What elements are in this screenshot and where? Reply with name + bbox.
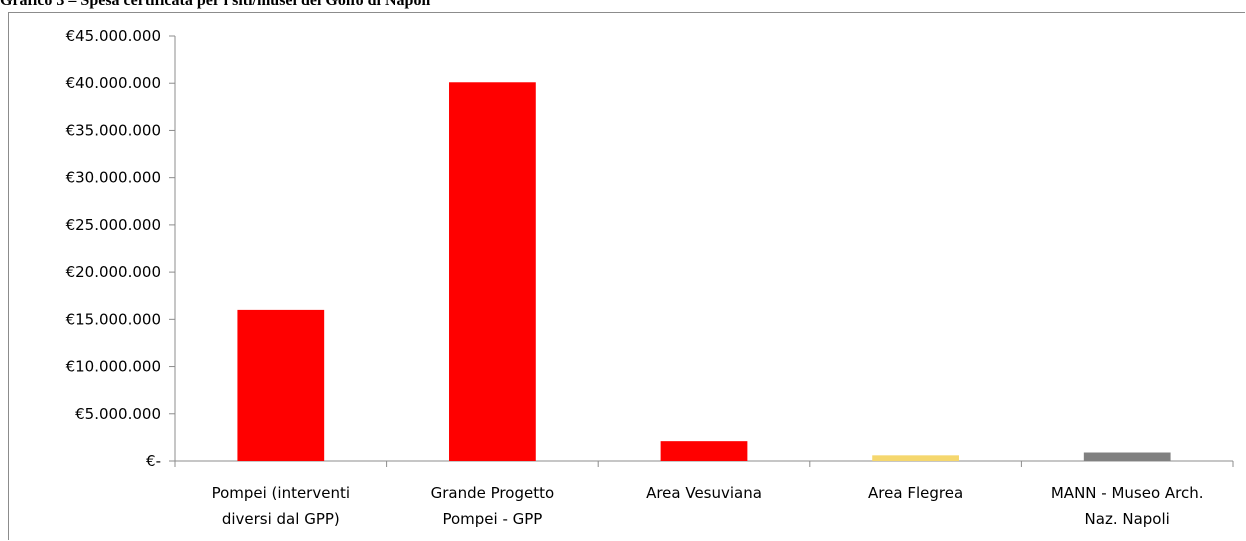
x-category-label-line: Area Flegrea <box>868 484 963 502</box>
y-tick-label: €35.000.000 <box>66 121 161 139</box>
bar <box>872 455 959 461</box>
y-tick-label: €- <box>146 452 161 470</box>
x-category-label-line: MANN - Museo Arch. <box>1051 484 1204 502</box>
chart-title: Grafico 3 – Spesa certificata per i siti… <box>0 0 431 9</box>
y-tick-label: €15.000.000 <box>66 310 161 328</box>
y-tick-label: €20.000.000 <box>66 263 161 281</box>
y-tick-label: €45.000.000 <box>66 27 161 45</box>
x-category-label-line: Naz. Napoli <box>1085 510 1170 528</box>
chart-frame <box>8 12 1245 540</box>
y-tick-label: €10.000.000 <box>66 358 161 376</box>
x-category-label-line: diversi dal GPP) <box>222 510 340 528</box>
x-category-label: Grande Progetto Pompei - GPP <box>431 484 555 528</box>
x-category-label: Pompei (interventi diversi dal GPP) <box>212 484 350 528</box>
bar <box>1083 452 1171 461</box>
y-tick-label: €5.000.000 <box>75 405 161 423</box>
x-category-label-line: Area Vesuviana <box>646 484 762 502</box>
x-category-label: Area Vesuviana <box>646 484 762 502</box>
bar <box>237 309 325 461</box>
x-category-label-line: Pompei (interventi <box>212 484 350 502</box>
x-category-label: MANN - Museo Arch. Naz. Napoli <box>1051 484 1204 528</box>
y-tick-label: €40.000.000 <box>66 74 161 92</box>
x-category-label-line: Pompei - GPP <box>442 510 542 528</box>
x-category-label-line: Grande Progetto <box>431 484 555 502</box>
x-category-label: Area Flegrea <box>868 484 963 502</box>
bar <box>660 441 748 461</box>
y-tick-label: €30.000.000 <box>66 169 161 187</box>
y-tick-label: €25.000.000 <box>66 216 161 234</box>
bar <box>449 82 536 462</box>
